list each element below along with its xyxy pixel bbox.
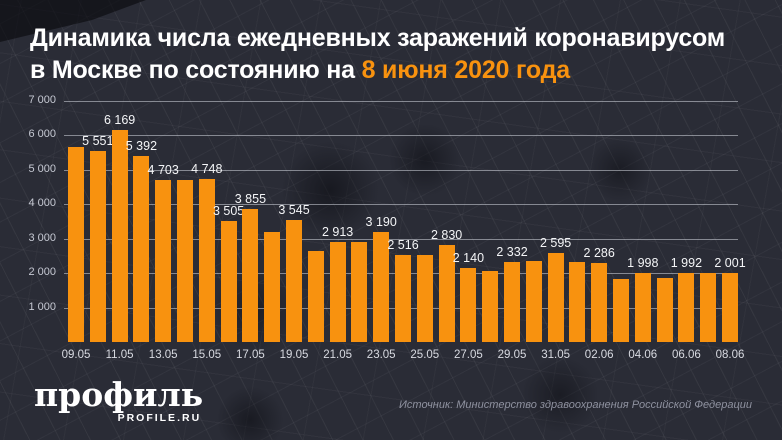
bar — [700, 273, 717, 342]
bar — [111, 130, 128, 342]
bar-value-label: 4 748 — [191, 162, 223, 176]
bar-value-label: 2 516 — [387, 238, 419, 252]
x-axis-tick-label: 04.06 — [628, 349, 658, 361]
bar-value-label: 3 190 — [365, 215, 397, 229]
x-axis-tick-label: 15.05 — [192, 349, 222, 361]
chart-title: Динамика числа ежедневных заражений коро… — [30, 22, 770, 86]
y-axis-tick-label: 6 000 — [28, 128, 56, 141]
x-axis-tick-label: 21.05 — [323, 349, 352, 361]
bar — [482, 271, 499, 342]
x-axis-tick-label: 09.05 — [61, 349, 91, 361]
bar-value-label: 3 855 — [234, 192, 267, 206]
gridline — [64, 238, 738, 240]
bar — [68, 147, 84, 342]
bar — [504, 262, 520, 342]
bar — [242, 209, 259, 342]
bar-value-label: 5 551 — [82, 134, 114, 148]
y-axis-tick-label: 5 000 — [28, 162, 56, 175]
bar — [373, 232, 390, 342]
y-axis-tick-label: 3 000 — [28, 231, 56, 244]
bar — [286, 220, 302, 342]
bar-value-label: 2 286 — [583, 246, 615, 260]
bar — [351, 242, 368, 342]
bar-value-label: 2 595 — [539, 236, 572, 250]
bar — [569, 262, 586, 342]
x-axis-tick-label: 31.05 — [541, 349, 570, 361]
bar-value-label: 3 505 — [212, 204, 245, 218]
bar-value-label: 6 169 — [103, 113, 136, 127]
profile-logo: профиль PROFILE.RU — [34, 375, 204, 425]
chart-title-line1: Динамика числа ежедневных заражений коро… — [30, 24, 726, 52]
y-axis-tick-label: 2 000 — [28, 266, 56, 279]
bar — [395, 255, 411, 342]
bar-value-label: 2 830 — [430, 228, 463, 242]
x-axis-tick-label: 19.05 — [279, 349, 309, 361]
gridline — [64, 204, 738, 206]
bar — [220, 221, 237, 342]
bar-value-label: 4 703 — [147, 163, 179, 177]
bar-value-label: 2 001 — [714, 256, 746, 270]
bar — [525, 261, 542, 342]
bar-value-label: 1 998 — [627, 256, 659, 270]
bar-value-label: 2 913 — [321, 225, 354, 239]
chart-title-line2: в Москве по состоянию на 8 июня 2020 год… — [30, 54, 770, 86]
x-axis-tick-label: 08.06 — [715, 349, 745, 361]
bar-value-label: 5 392 — [125, 139, 158, 153]
y-axis-tick-label: 1 000 — [28, 300, 56, 313]
bar — [307, 251, 324, 342]
bar — [678, 273, 695, 342]
logo-domain: PROFILE.RU — [117, 412, 202, 424]
bar — [591, 263, 608, 342]
source-attribution: Источник: Министерство здравоохранения Р… — [399, 399, 752, 411]
gridline — [64, 169, 738, 171]
bar-value-label: 3 545 — [278, 203, 310, 217]
x-axis-tick-label: 27.05 — [454, 349, 483, 361]
gridline — [64, 135, 738, 137]
chart-title-line2-text: в Москве по состоянию на — [30, 56, 362, 84]
x-axis-tick-label: 23.05 — [366, 349, 396, 361]
x-axis-tick-label: 11.05 — [105, 349, 134, 361]
x-axis-tick-label: 25.05 — [410, 349, 440, 361]
logo-wordmark: профиль — [34, 375, 204, 414]
bar — [460, 268, 477, 342]
y-axis-tick-label: 4 000 — [28, 197, 56, 210]
gridline — [64, 101, 738, 102]
x-axis-tick-label: 17.05 — [236, 349, 265, 361]
y-axis-tick-label: 7 000 — [28, 94, 56, 106]
bar — [416, 255, 433, 342]
x-axis-tick-label: 02.06 — [584, 349, 614, 361]
bar — [133, 156, 150, 342]
bar-value-label: 2 140 — [452, 251, 485, 265]
x-axis-tick-label: 06.06 — [672, 349, 701, 361]
bar — [656, 278, 673, 342]
bar — [89, 151, 106, 342]
bar-value-label: 1 992 — [670, 256, 703, 270]
bar — [264, 232, 281, 342]
x-axis-tick-label: 29.05 — [497, 349, 527, 361]
chart-title-date-highlight: 8 июня 2020 года — [361, 56, 571, 84]
bar — [198, 179, 215, 342]
bar — [547, 253, 564, 342]
bar — [177, 180, 193, 342]
bar — [722, 273, 738, 342]
x-axis-tick-label: 13.05 — [148, 349, 178, 361]
bar — [329, 242, 346, 342]
bar — [634, 273, 651, 342]
bar — [155, 180, 172, 342]
bar — [438, 245, 455, 342]
bar-value-label: 2 332 — [496, 245, 528, 259]
bar — [613, 279, 629, 342]
